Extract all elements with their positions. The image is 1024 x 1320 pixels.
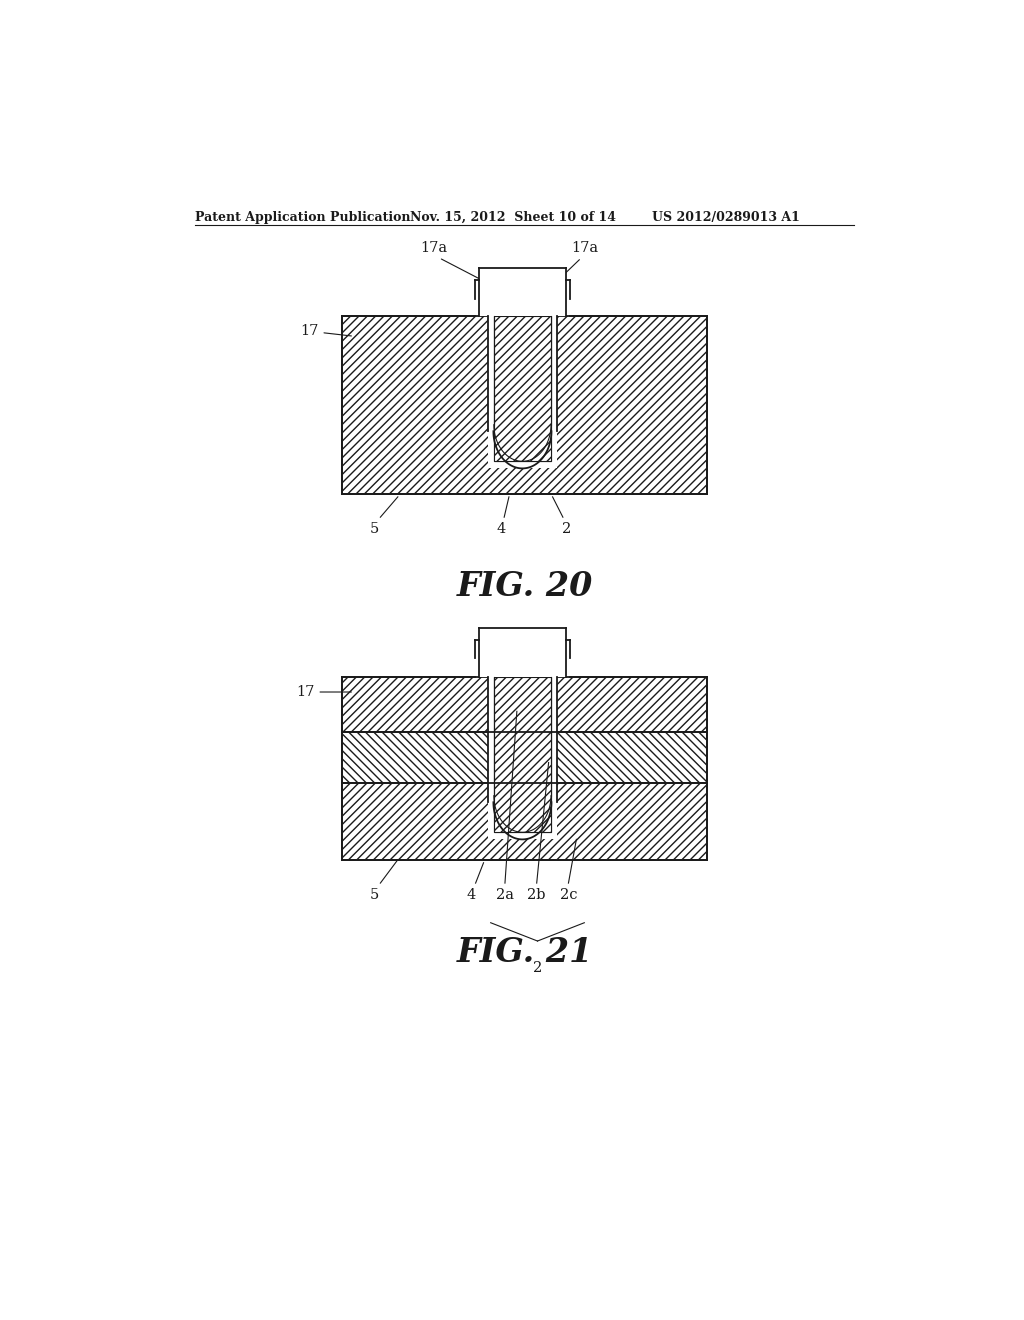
Bar xyxy=(479,268,566,315)
Bar xyxy=(475,280,570,298)
Bar xyxy=(342,731,708,783)
Bar xyxy=(488,315,557,469)
Bar xyxy=(494,677,551,833)
Text: Nov. 15, 2012  Sheet 10 of 14: Nov. 15, 2012 Sheet 10 of 14 xyxy=(410,211,615,224)
Text: US 2012/0289013 A1: US 2012/0289013 A1 xyxy=(652,211,800,224)
Text: 2b: 2b xyxy=(527,888,546,902)
Text: 5: 5 xyxy=(370,523,379,536)
Text: FIG. 20: FIG. 20 xyxy=(457,570,593,603)
Bar xyxy=(494,315,551,461)
Bar xyxy=(342,315,708,494)
Bar xyxy=(494,315,551,461)
Bar xyxy=(342,783,708,859)
Bar xyxy=(479,628,566,677)
Text: 17: 17 xyxy=(296,685,351,700)
Text: 17a: 17a xyxy=(420,242,489,284)
Text: FIG. 21: FIG. 21 xyxy=(457,936,593,969)
Bar xyxy=(494,677,551,833)
Text: 4: 4 xyxy=(466,888,475,902)
Text: 17a: 17a xyxy=(555,242,598,284)
Text: 17: 17 xyxy=(300,325,351,338)
Text: 4: 4 xyxy=(497,523,506,536)
Bar xyxy=(342,677,708,731)
Text: 2c: 2c xyxy=(560,888,578,902)
Text: 2: 2 xyxy=(532,961,542,975)
Text: 2: 2 xyxy=(562,523,571,536)
Bar xyxy=(494,677,551,833)
Text: 2a: 2a xyxy=(496,888,514,902)
Bar xyxy=(488,677,557,840)
Text: Patent Application Publication: Patent Application Publication xyxy=(196,211,411,224)
Bar xyxy=(494,315,551,461)
Bar xyxy=(475,640,570,659)
Text: 5: 5 xyxy=(370,888,379,902)
